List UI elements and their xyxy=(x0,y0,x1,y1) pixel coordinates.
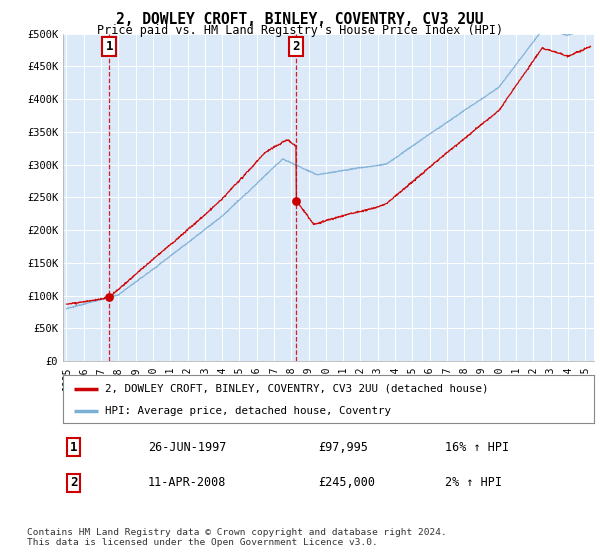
Text: 26-JUN-1997: 26-JUN-1997 xyxy=(148,441,226,454)
Point xyxy=(104,292,114,301)
Text: 11-APR-2008: 11-APR-2008 xyxy=(148,477,226,489)
Point xyxy=(291,196,301,205)
Text: 1: 1 xyxy=(106,40,113,53)
Text: 1: 1 xyxy=(70,441,77,454)
Text: Contains HM Land Registry data © Crown copyright and database right 2024.
This d: Contains HM Land Registry data © Crown c… xyxy=(27,528,447,547)
Text: 2% ↑ HPI: 2% ↑ HPI xyxy=(445,477,502,489)
Text: 2: 2 xyxy=(70,477,77,489)
Text: £245,000: £245,000 xyxy=(318,477,375,489)
Text: 2: 2 xyxy=(292,40,300,53)
Text: £97,995: £97,995 xyxy=(318,441,368,454)
Text: HPI: Average price, detached house, Coventry: HPI: Average price, detached house, Cove… xyxy=(106,406,391,416)
Text: Price paid vs. HM Land Registry's House Price Index (HPI): Price paid vs. HM Land Registry's House … xyxy=(97,24,503,37)
Text: 2, DOWLEY CROFT, BINLEY, COVENTRY, CV3 2UU: 2, DOWLEY CROFT, BINLEY, COVENTRY, CV3 2… xyxy=(116,12,484,27)
Text: 16% ↑ HPI: 16% ↑ HPI xyxy=(445,441,509,454)
Text: 2, DOWLEY CROFT, BINLEY, COVENTRY, CV3 2UU (detached house): 2, DOWLEY CROFT, BINLEY, COVENTRY, CV3 2… xyxy=(106,384,489,394)
